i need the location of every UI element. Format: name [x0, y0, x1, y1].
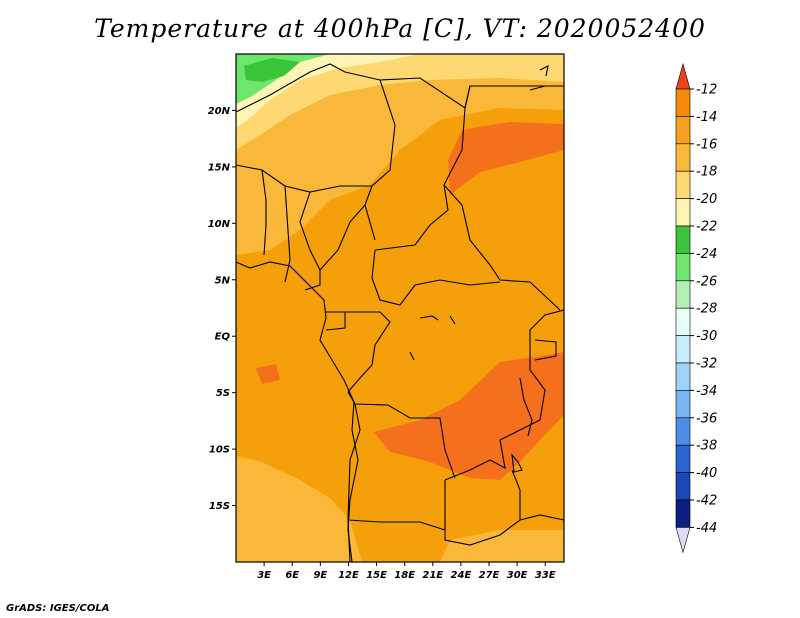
colorbar-tick-label: -28: [696, 302, 717, 317]
colorbar-swatch: [675, 335, 691, 364]
colorbar-swatch: [675, 307, 691, 336]
border-path: [444, 480, 564, 546]
colorbar-swatch: [675, 198, 691, 227]
colorbar-tick-label: -32: [696, 357, 717, 372]
cooler-band-north: [236, 54, 564, 150]
colorbar-swatch: [675, 280, 691, 309]
green-patch-northwest: [244, 58, 300, 82]
lat-tick-label: 5S: [216, 388, 230, 399]
border-path: [326, 311, 391, 323]
lake-path: [511, 453, 523, 473]
map-title: Temperature at 400hPa [C], VT: 202005240…: [94, 14, 706, 43]
warm-patch-east: [374, 352, 564, 480]
border-path: [347, 519, 446, 531]
colorbar-tick-label: -38: [696, 439, 717, 454]
lake-path: [519, 377, 533, 437]
border-path: [371, 249, 501, 306]
lat-tick-label: 15S: [209, 501, 230, 512]
lake-path: [409, 315, 456, 361]
border-path: [364, 79, 396, 241]
cool-patch-southwest: [236, 456, 362, 562]
colorbar-tick-label: -12: [696, 83, 717, 98]
border-path: [299, 191, 321, 271]
border-path: [304, 204, 366, 291]
colorbar-tick-label: -40: [696, 466, 717, 481]
lon-tick-label: 3E: [257, 570, 271, 581]
map-frame: [235, 53, 565, 563]
lat-tick-label: EQ: [215, 332, 231, 343]
cool-band-north: [236, 54, 564, 255]
lon-tick-label: 21E: [422, 570, 443, 581]
colorbar-swatch: [675, 225, 691, 254]
lon-tick-label: 6E: [285, 570, 299, 581]
colorbar-tick-label: -22: [696, 220, 717, 235]
colorbar-swatch: [675, 143, 691, 172]
lat-tick-label: 10N: [208, 219, 231, 230]
cool-patch-south: [440, 530, 564, 562]
colorbar-tick-label: -26: [696, 274, 717, 289]
border-path: [444, 309, 564, 481]
lon-tick-label: 27E: [479, 570, 500, 581]
colorbar-swatch: [675, 390, 691, 419]
colorbar-tick-label: -34: [696, 384, 717, 399]
border-path: [261, 169, 267, 256]
colorbar: -12 -14 -16 -18 -20 -22 -24 -26 -28 -30 -32 -34 -36 -…: [675, 62, 717, 554]
lat-tick-label: 10S: [209, 445, 230, 456]
latitude-axis: 20N 15N 10N 5N EQ 5S 10S 15S: [208, 106, 236, 512]
colorbar-bottom-arrow: [675, 527, 691, 554]
lon-tick-label: 15E: [366, 570, 387, 581]
warm-patch-northeast: [448, 122, 564, 195]
warm-patch-west: [256, 364, 280, 384]
lat-tick-label: 20N: [208, 106, 231, 117]
colorbar-tick-label: -18: [696, 165, 717, 180]
colorbar-swatch: [675, 170, 691, 199]
country-borders: [236, 63, 564, 562]
colorbar-swatch: [675, 116, 691, 145]
border-path: [284, 185, 291, 283]
colorbar-swatch: [675, 253, 691, 282]
border-path: [534, 339, 557, 361]
colorbar-tick-label: -20: [696, 192, 717, 207]
colorbar-tick-label: -44: [696, 521, 717, 536]
coast-path: [529, 65, 549, 91]
longitude-axis: 3E 6E 9E 12E 15E 18E 21E 24E 27E 30E 33E: [257, 562, 556, 581]
lon-tick-label: 30E: [507, 570, 528, 581]
colorbar-swatch: [675, 472, 691, 501]
border-path: [347, 321, 391, 393]
border-path: [443, 184, 561, 311]
colorbar-tick-label: -30: [696, 329, 717, 344]
colorbar-tick-label: -42: [696, 494, 717, 509]
colorbar-tick-label: -24: [696, 247, 717, 262]
colorbar-swatch: [675, 499, 691, 528]
colorbar-swatch: [675, 362, 691, 391]
border-path: [374, 85, 471, 251]
colorbar-tick-label: -16: [696, 137, 717, 152]
colorbar-top-arrow: [675, 62, 691, 90]
colorbar-swatch: [675, 444, 691, 473]
colorbar-tick-label: -36: [696, 411, 717, 426]
temperature-field: [236, 54, 564, 562]
lat-tick-label: 15N: [208, 162, 231, 173]
colorbar-swatch: [675, 417, 691, 446]
grads-credit: GrADS: IGES/COLA: [6, 603, 110, 614]
lon-tick-label: 18E: [394, 570, 415, 581]
colorbar-tick-label: -14: [696, 110, 717, 125]
lon-tick-label: 33E: [535, 570, 556, 581]
lat-tick-label: 5N: [215, 275, 231, 286]
lon-tick-label: 12E: [338, 570, 359, 581]
coast-path: [236, 261, 359, 562]
lon-tick-label: 9E: [313, 570, 327, 581]
border-path: [325, 312, 346, 331]
border-path: [511, 469, 521, 520]
border-path: [236, 164, 372, 193]
lon-tick-label: 24E: [451, 570, 472, 581]
colorbar-swatch: [675, 88, 691, 117]
